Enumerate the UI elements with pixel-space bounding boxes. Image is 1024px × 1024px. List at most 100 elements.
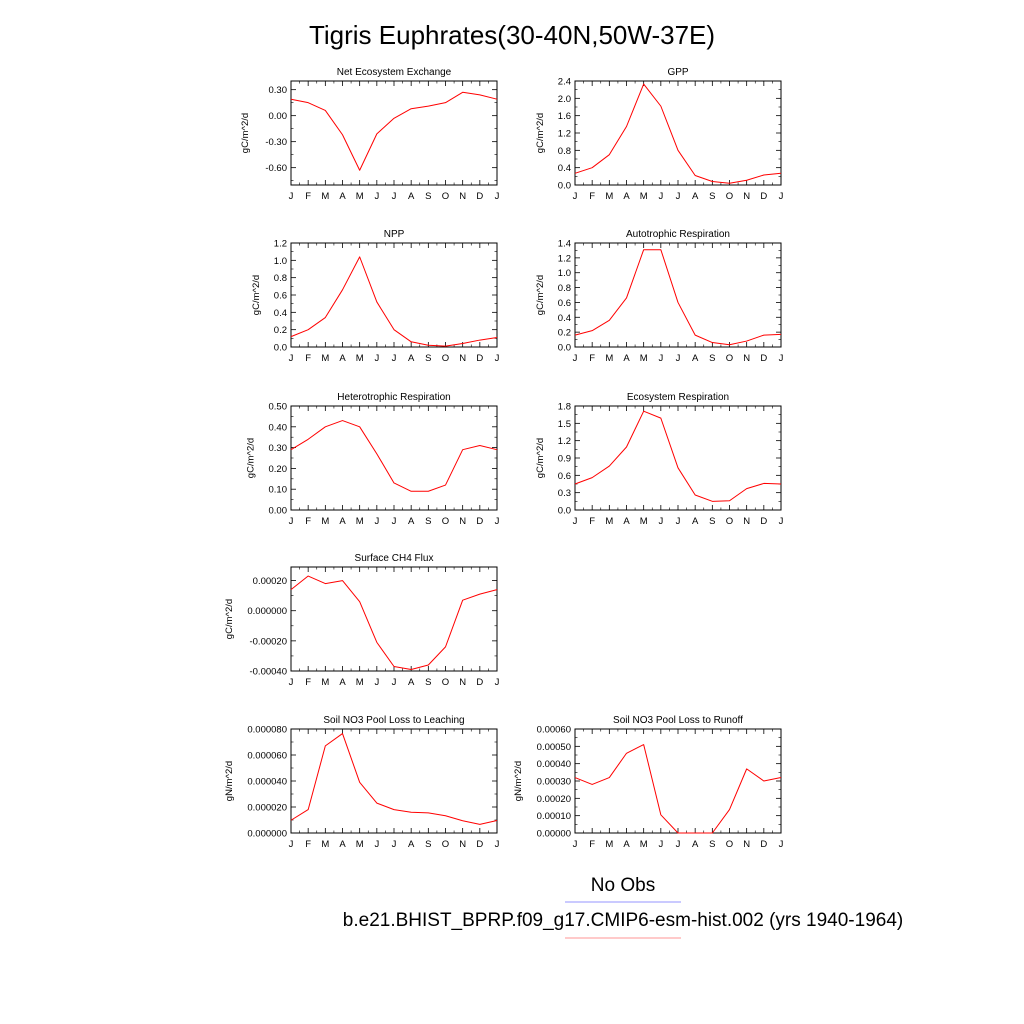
series-line xyxy=(574,83,782,184)
x-tick-label: J xyxy=(392,839,397,850)
x-tick-label: D xyxy=(476,839,483,850)
x-tick-label: S xyxy=(709,839,715,850)
y-axis-label: gC/m^2/d xyxy=(240,113,251,153)
y-tick-label: 0.6 xyxy=(274,291,287,302)
x-tick-label: M xyxy=(640,353,648,364)
x-tick-label: D xyxy=(476,516,483,527)
y-tick-label: 1.0 xyxy=(558,268,571,279)
x-tick-label: A xyxy=(408,353,415,364)
panel-title: Surface CH4 Flux xyxy=(355,553,434,564)
y-tick-label: 0.3 xyxy=(558,488,571,499)
panel-title: Net Ecosystem Exchange xyxy=(337,67,452,78)
x-tick-label: M xyxy=(605,839,613,850)
x-tick-label: M xyxy=(605,191,613,202)
y-axis-label: gC/m^2/d xyxy=(245,438,256,478)
y-tick-label: 0.30 xyxy=(269,85,288,96)
plot-frame xyxy=(574,80,782,186)
x-tick-label: N xyxy=(743,353,750,364)
x-tick-label: O xyxy=(442,353,449,364)
x-tick-label: D xyxy=(476,191,483,202)
plot-frame xyxy=(290,80,498,186)
x-tick-label: J xyxy=(495,191,500,202)
x-tick-label: N xyxy=(743,516,750,527)
plot-frame xyxy=(290,728,498,834)
x-tick-label: J xyxy=(495,677,500,688)
x-tick-label: F xyxy=(589,353,595,364)
x-tick-label: J xyxy=(658,839,663,850)
x-tick-label: A xyxy=(408,677,415,688)
x-tick-label: J xyxy=(374,677,379,688)
y-tick-label: 0.000020 xyxy=(247,803,287,814)
plot-frame xyxy=(574,405,782,511)
y-tick-label: 0.30 xyxy=(269,443,288,454)
x-tick-label: A xyxy=(623,191,630,202)
x-tick-label: M xyxy=(356,677,364,688)
x-tick-label: N xyxy=(459,516,466,527)
x-tick-label: J xyxy=(495,839,500,850)
y-axis-label: gC/m^2/d xyxy=(535,438,546,478)
series-line xyxy=(574,249,782,346)
x-tick-label: F xyxy=(589,516,595,527)
x-tick-label: J xyxy=(676,353,681,364)
x-tick-label: A xyxy=(408,839,415,850)
y-tick-label: 0.0 xyxy=(558,506,571,517)
x-tick-label: D xyxy=(760,353,767,364)
x-tick-label: J xyxy=(779,191,784,202)
x-tick-label: A xyxy=(339,353,346,364)
y-tick-label: 0.00050 xyxy=(537,742,571,753)
y-axis-label: gC/m^2/d xyxy=(251,275,262,315)
x-tick-label: M xyxy=(605,353,613,364)
y-axis-label: gC/m^2/d xyxy=(535,275,546,315)
y-tick-label: 0.0 xyxy=(558,181,571,192)
y-tick-label: 1.6 xyxy=(558,111,571,122)
x-tick-label: F xyxy=(305,677,311,688)
x-tick-label: J xyxy=(374,839,379,850)
x-tick-label: J xyxy=(374,191,379,202)
x-tick-label: A xyxy=(339,677,346,688)
legend-model-label: b.e21.BHIST_BPRP.f09_g17.CMIP6-esm-hist.… xyxy=(343,910,903,931)
x-tick-label: A xyxy=(623,353,630,364)
x-tick-label: J xyxy=(779,839,784,850)
x-tick-label: D xyxy=(760,191,767,202)
x-tick-label: F xyxy=(305,353,311,364)
x-tick-label: D xyxy=(760,516,767,527)
x-tick-label: O xyxy=(442,677,449,688)
x-tick-label: M xyxy=(321,677,329,688)
series-line xyxy=(290,91,498,171)
y-tick-label: 0.40 xyxy=(269,422,288,433)
y-tick-label: -0.30 xyxy=(265,137,287,148)
x-tick-label: M xyxy=(640,839,648,850)
y-tick-label: 0.00010 xyxy=(537,811,571,822)
panel-title: Ecosystem Respiration xyxy=(627,392,729,403)
y-tick-label: 0.4 xyxy=(274,308,287,319)
y-tick-label: 0.6 xyxy=(558,298,571,309)
plot-frame xyxy=(290,405,498,511)
y-axis-label: gN/m^2/d xyxy=(224,761,235,801)
y-tick-label: 0.000000 xyxy=(247,829,287,840)
x-tick-label: J xyxy=(658,191,663,202)
y-tick-label: 0.4 xyxy=(558,163,571,174)
y-tick-label: 0.9 xyxy=(558,454,571,465)
series-line xyxy=(574,410,782,502)
x-tick-label: J xyxy=(374,516,379,527)
y-tick-label: 1.2 xyxy=(558,129,571,140)
plot-frame xyxy=(574,728,782,834)
x-tick-label: S xyxy=(425,353,431,364)
y-tick-label: 0.000040 xyxy=(247,777,287,788)
x-tick-label: J xyxy=(392,677,397,688)
panel-title: Soil NO3 Pool Loss to Runoff xyxy=(613,715,743,726)
x-tick-label: N xyxy=(743,191,750,202)
y-tick-label: 0.00 xyxy=(269,506,288,517)
x-tick-label: M xyxy=(356,516,364,527)
x-tick-label: J xyxy=(676,191,681,202)
x-tick-label: F xyxy=(589,191,595,202)
x-tick-label: M xyxy=(356,839,364,850)
x-tick-label: J xyxy=(392,191,397,202)
